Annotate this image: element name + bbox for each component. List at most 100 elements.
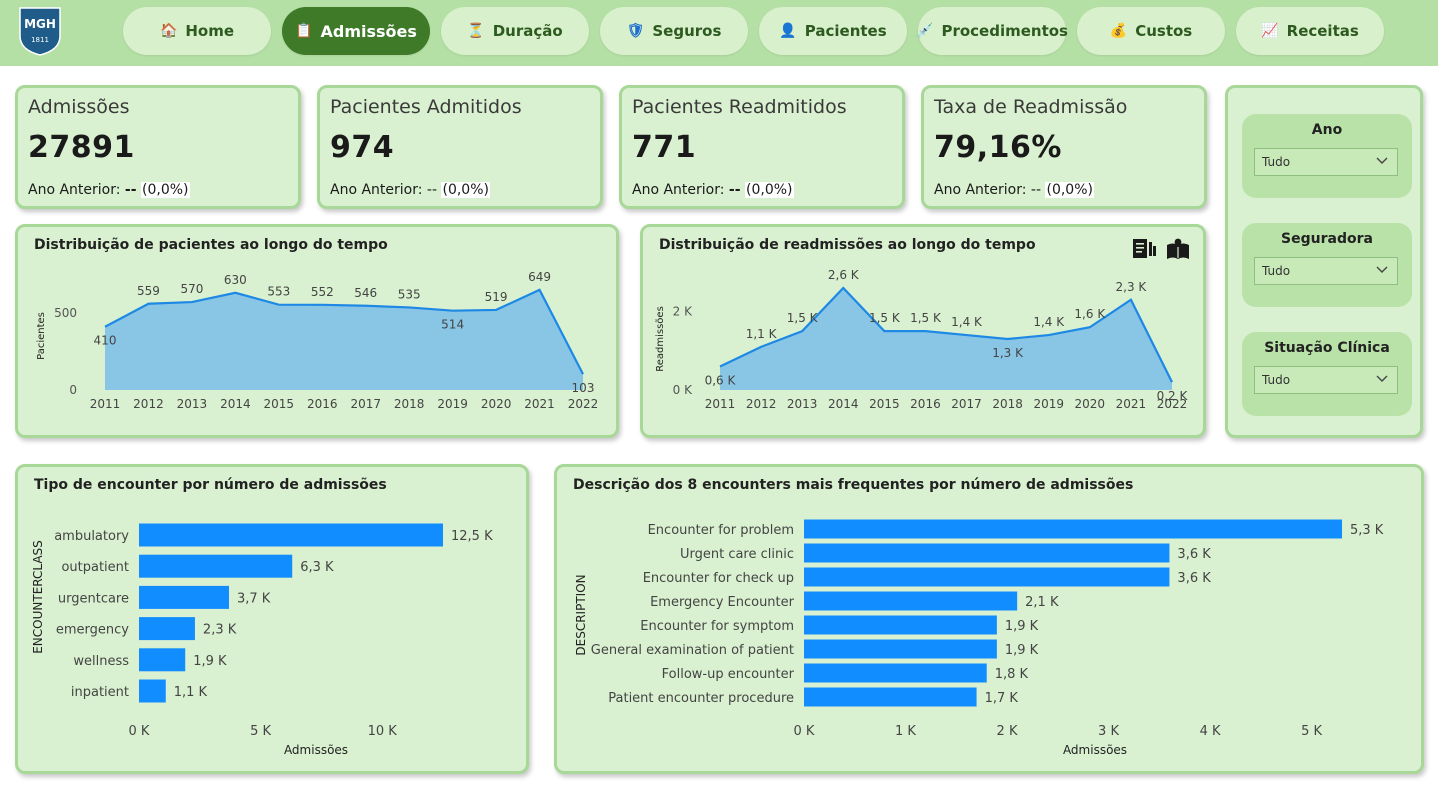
nav-label: Home xyxy=(185,22,235,40)
kpi-previous-label: Ano Anterior: xyxy=(632,182,725,198)
x-tick-label: 2020 xyxy=(481,397,512,411)
bar xyxy=(804,687,977,707)
filter-situacao-clinica: Situação Clínica Tudo xyxy=(1242,332,1412,416)
kpi-previous-value: -- xyxy=(728,182,741,198)
bar xyxy=(804,519,1342,539)
nav-admissoes-button[interactable]: 📋 Admissões xyxy=(282,7,430,55)
x-tick-label: 2018 xyxy=(992,397,1023,411)
data-label: 1,9 K xyxy=(1005,619,1039,634)
y-tick-label: 2 K xyxy=(673,305,693,319)
x-tick-label: 2016 xyxy=(307,397,338,411)
x-tick-label: 2017 xyxy=(951,397,982,411)
data-label: 559 xyxy=(137,284,160,298)
data-label: 5,3 K xyxy=(1350,523,1384,538)
y-axis-title: DESCRIPTION xyxy=(574,574,588,655)
data-label: 535 xyxy=(398,287,421,301)
bar xyxy=(139,585,229,609)
data-label: 519 xyxy=(485,290,508,304)
kpi-previous-pct: (0,0%) xyxy=(141,182,190,198)
encounter-class-card: Tipo de encounter por número de admissõe… xyxy=(15,464,529,774)
data-label: 3,6 K xyxy=(1177,571,1211,586)
data-label: 1,9 K xyxy=(1005,643,1039,658)
top-navigation-bar: MGH 1811 🏠 Home 📋 Admissões ⏳ Duração 🛡 … xyxy=(0,0,1438,66)
report-icon[interactable] xyxy=(1131,237,1157,261)
data-label: 2,6 K xyxy=(828,268,860,282)
data-label: 570 xyxy=(180,282,203,296)
kpi-value: 974 xyxy=(330,130,395,165)
category-label: emergency xyxy=(56,623,129,638)
book-icon[interactable] xyxy=(1165,237,1191,261)
x-tick-label: 5 K xyxy=(1301,724,1322,739)
nav-procedimentos-button[interactable]: 💉 Procedimentos xyxy=(916,7,1068,55)
data-label: 0,2 K xyxy=(1157,389,1189,403)
person-icon: 👤 xyxy=(779,23,797,39)
category-label: Encounter for problem xyxy=(648,523,794,538)
bar xyxy=(804,567,1170,587)
data-label: 1,5 K xyxy=(787,311,819,325)
x-tick-label: 2018 xyxy=(394,397,425,411)
category-label: ambulatory xyxy=(54,529,129,544)
y-tick-label: 500 xyxy=(54,306,77,320)
nav-receitas-button[interactable]: 📈 Receitas xyxy=(1236,7,1384,55)
filter-label: Seguradora xyxy=(1281,231,1373,247)
kpi-previous-pct: (0,0%) xyxy=(441,182,490,198)
nav-duracao-button[interactable]: ⏳ Duração xyxy=(441,7,589,55)
x-tick-label: 2021 xyxy=(524,397,555,411)
data-label: 1,3 K xyxy=(992,346,1024,360)
y-axis-title: ENCOUNTERCLASS xyxy=(31,540,45,654)
bar xyxy=(804,639,997,659)
x-tick-label: 2019 xyxy=(1033,397,1064,411)
bar xyxy=(139,679,166,703)
x-tick-label: 2019 xyxy=(437,397,468,411)
kpi-previous-year: Ano Anterior: -- (0,0%) xyxy=(330,182,490,198)
situacao-clinica-dropdown[interactable]: Tudo xyxy=(1254,366,1398,394)
logo-text: MGH xyxy=(24,17,56,31)
dropdown-value: Tudo xyxy=(1262,264,1291,278)
x-tick-label: 10 K xyxy=(368,724,398,739)
kpi-previous-pct: (0,0%) xyxy=(1045,182,1094,198)
dropdown-value: Tudo xyxy=(1262,373,1291,387)
chart-title: Distribuição de pacientes ao longo do te… xyxy=(34,237,388,253)
data-label: 1,1 K xyxy=(174,685,208,700)
x-tick-label: 2012 xyxy=(746,397,777,411)
category-label: Follow-up encounter xyxy=(662,667,795,682)
dropdown-value: Tudo xyxy=(1262,155,1291,169)
encounter-description-bar-chart: Encounter for problem 5,3 K Urgent care cl… xyxy=(574,519,1384,757)
kpi-previous-value: -- xyxy=(124,182,137,198)
logo-year: 1811 xyxy=(31,36,49,44)
data-label: 553 xyxy=(267,285,290,299)
bar xyxy=(139,617,195,641)
x-tick-label: 2013 xyxy=(177,397,208,411)
data-label: 2,1 K xyxy=(1025,595,1059,610)
nav-seguros-button[interactable]: 🛡 Seguros xyxy=(600,7,748,55)
category-label: Urgent care clinic xyxy=(680,547,794,562)
kpi-previous-pct: (0,0%) xyxy=(745,182,794,198)
filter-label: Ano xyxy=(1311,122,1343,138)
seguradora-dropdown[interactable]: Tudo xyxy=(1254,257,1398,285)
bar xyxy=(139,523,443,547)
x-tick-label: 2014 xyxy=(220,397,251,411)
patients-area-chart: 0 500 2011 2012 2013 2014 2015 2016 2017 2018 2019… xyxy=(36,270,598,411)
data-label: 2,3 K xyxy=(1116,280,1148,294)
clipboard-icon: 📋 xyxy=(295,23,313,39)
shield-icon: 🛡 xyxy=(626,23,645,39)
chevron-down-icon xyxy=(1376,375,1388,382)
data-label: 630 xyxy=(224,273,247,287)
kpi-card-pacientes-admitidos: Pacientes Admitidos 974 Ano Anterior: --… xyxy=(317,85,603,209)
filter-seguradora: Seguradora Tudo xyxy=(1242,223,1412,307)
nav-home-button[interactable]: 🏠 Home xyxy=(123,7,271,55)
nav-pacientes-button[interactable]: 👤 Pacientes xyxy=(759,7,907,55)
data-label: 1,6 K xyxy=(1074,307,1106,321)
syringe-icon: 💉 xyxy=(916,23,934,39)
patients-over-time-card: Distribuição de pacientes ao longo do te… xyxy=(15,224,619,438)
x-tick-label: 2 K xyxy=(997,724,1018,739)
data-label: 3,7 K xyxy=(237,591,271,606)
nav-label: Receitas xyxy=(1286,22,1359,40)
ano-dropdown[interactable]: Tudo xyxy=(1254,148,1398,176)
kpi-value: 771 xyxy=(632,130,697,165)
x-tick-label: 2013 xyxy=(787,397,818,411)
kpi-title: Taxa de Readmissão xyxy=(934,96,1128,118)
kpi-value: 27891 xyxy=(28,130,135,165)
kpi-previous-label: Ano Anterior: xyxy=(330,182,423,198)
nav-custos-button[interactable]: 💰 Custos xyxy=(1077,7,1225,55)
